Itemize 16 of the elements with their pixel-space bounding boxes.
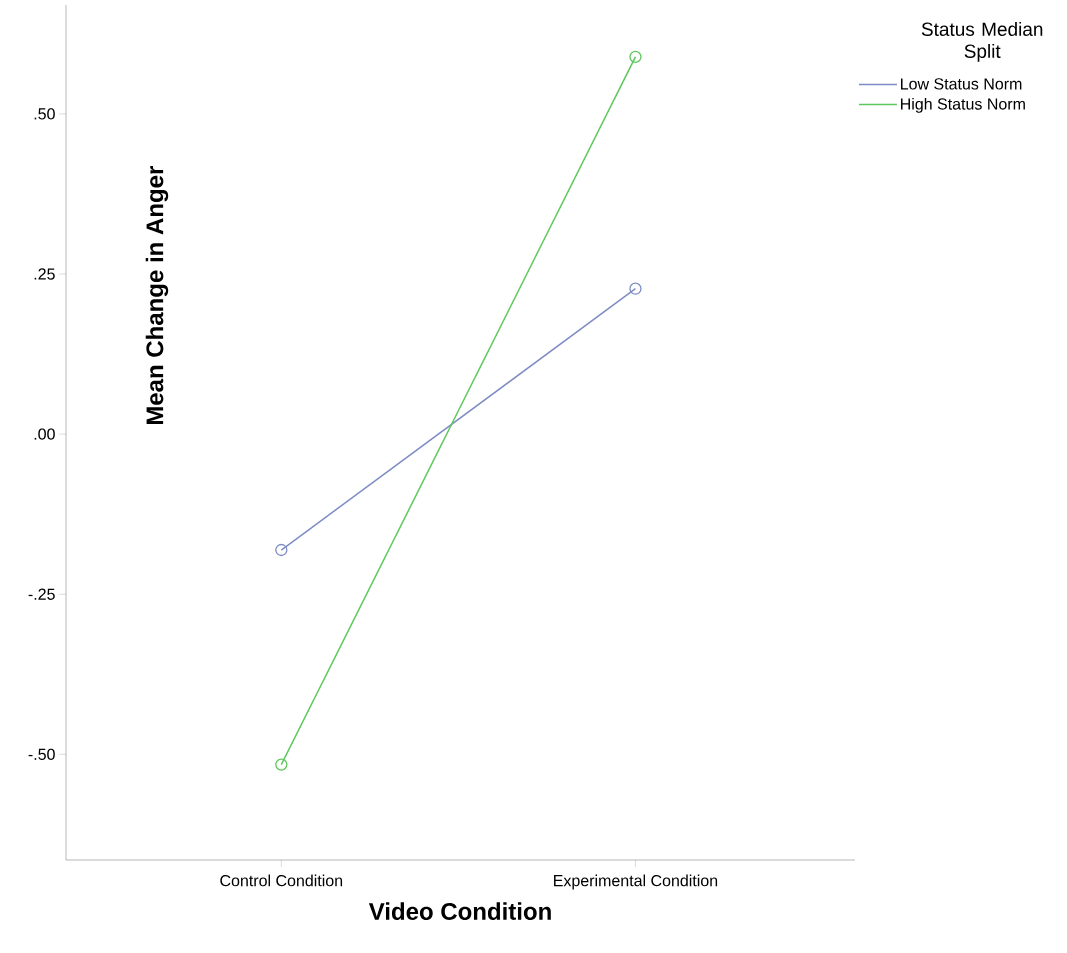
x-axis-title: Video Condition — [368, 902, 551, 920]
y-tick-label: .00 — [34, 428, 55, 440]
point — [275, 543, 288, 557]
y-tick-label: .50 — [34, 108, 55, 120]
y-axis-title: Mean Change in Anger — [145, 166, 169, 425]
point — [629, 282, 642, 295]
y-tick-label: -.50 — [28, 748, 55, 760]
y-tick-label: -.25 — [28, 588, 55, 600]
x-tick-label: Control Condition — [220, 874, 343, 887]
y-tick-label: .25 — [34, 268, 55, 280]
x-tick-label: Experimental Condition — [554, 874, 718, 890]
point — [275, 758, 288, 771]
point — [629, 50, 642, 64]
legend-label: High Status Norm — [901, 97, 1025, 113]
legend-title: Status Median Split — [921, 22, 1043, 62]
legend-label: Low Status Norm — [901, 78, 1022, 90]
